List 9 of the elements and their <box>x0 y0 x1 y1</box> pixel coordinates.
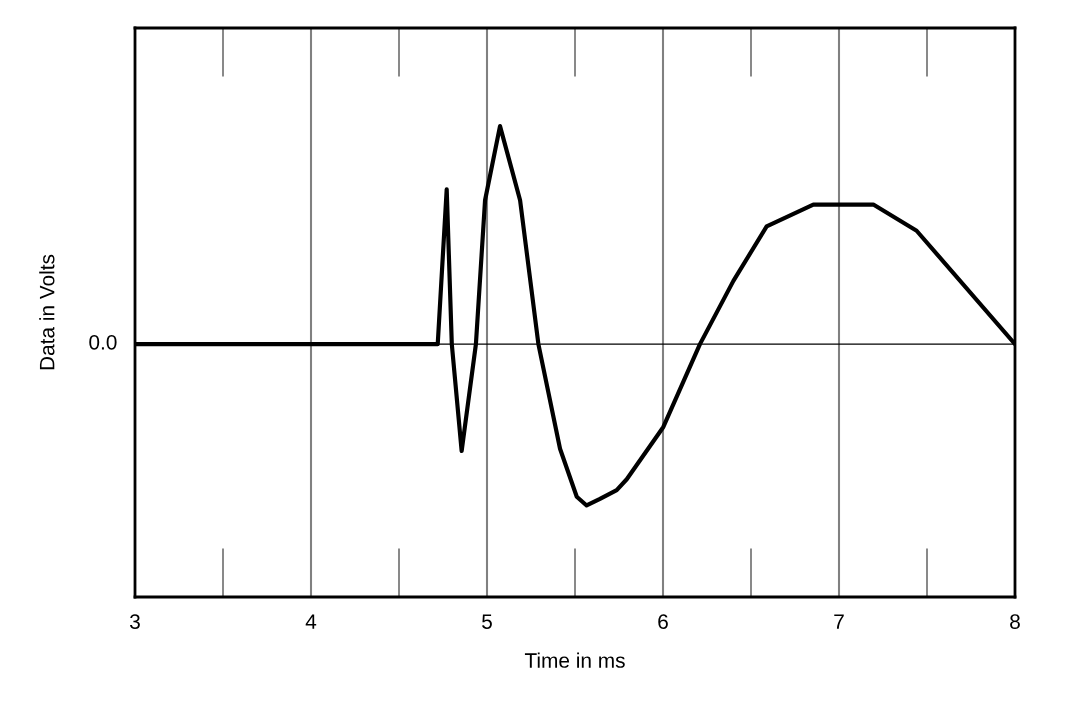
ref-line-label: 0.0 <box>89 334 117 350</box>
x-axis-title: Time in ms <box>524 652 625 668</box>
x-tick-label: 3 <box>130 614 140 629</box>
x-tick-label: 4 <box>305 614 317 629</box>
x-tick-label: 5 <box>482 614 492 629</box>
y-axis-title: Data in Volts <box>39 254 55 370</box>
x-tick-label: 7 <box>834 614 844 629</box>
x-tick-label: 6 <box>658 614 668 629</box>
x-tick-label: 8 <box>1010 614 1020 629</box>
